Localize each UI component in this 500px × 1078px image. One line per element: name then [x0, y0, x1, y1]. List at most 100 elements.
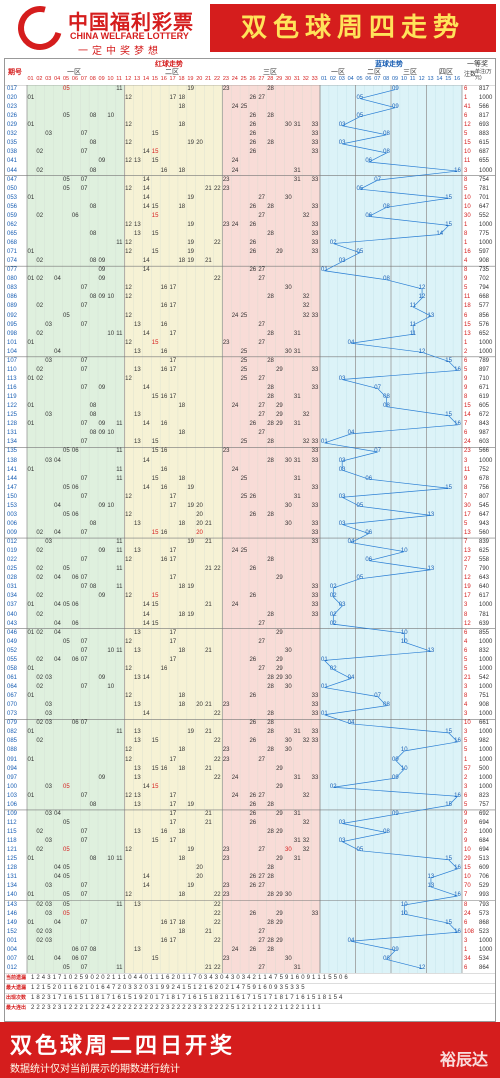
red-ball: 01: [27, 602, 35, 609]
red-ball: 13: [134, 792, 141, 799]
blue-number-header: 11: [409, 76, 416, 82]
blue-ball: 15: [445, 729, 452, 736]
period-number: 118: [7, 838, 17, 845]
red-ball: 30: [284, 684, 292, 691]
red-ball: 12: [125, 756, 132, 763]
winner-count: 6: [464, 792, 468, 799]
winner-count: 4: [464, 702, 468, 709]
period-number: 152: [7, 928, 18, 935]
red-ball: 26: [249, 720, 257, 727]
red-ball: 26: [249, 249, 257, 256]
table-row: 073 03 14 22 28 33 01 3 1000: [5, 710, 495, 719]
red-ball: 13: [134, 702, 141, 709]
red-ball: 01: [27, 892, 35, 899]
winner-count: 7: [464, 892, 468, 899]
table-row: 134 03 07 14 19 23 26 27 13 70 529: [5, 882, 495, 891]
blue-ball: 09: [392, 86, 399, 92]
period-number: 131: [7, 430, 18, 437]
red-ball: 30: [284, 502, 292, 509]
prize-amount: 566: [479, 104, 490, 111]
blue-ball: 01: [321, 439, 328, 446]
red-ball: 33: [311, 693, 319, 700]
red-ball: 28: [267, 330, 274, 337]
blue-ball: 05: [356, 502, 364, 509]
red-ball: 27: [258, 276, 266, 283]
period-number: 121: [7, 847, 18, 854]
blue-ball: 09: [392, 104, 399, 111]
red-ball: 20: [196, 530, 203, 536]
red-ball: 11: [116, 421, 123, 428]
header: 中国福利彩票 CHINA WELFARE LOTTERY 一定中奖梦想 双色球周…: [0, 0, 500, 59]
red-ball: 08: [89, 403, 97, 410]
red-ball: 19: [187, 140, 194, 147]
red-number-header: 06: [71, 76, 79, 82]
red-ball: 04: [54, 629, 61, 636]
blue-ball: 03: [338, 520, 346, 527]
period-number: 125: [7, 856, 18, 863]
winner-count: 13: [464, 548, 471, 555]
red-ball: 05: [63, 185, 70, 192]
period-number: 077: [7, 267, 18, 274]
winner-count: 5: [464, 738, 468, 745]
prize-amount: 534: [479, 955, 490, 962]
red-ball: 18: [178, 829, 186, 836]
red-ball: 20: [196, 511, 203, 518]
red-ball: 33: [311, 502, 319, 509]
red-ball: 12: [125, 375, 132, 382]
period-number: 092: [7, 312, 18, 319]
red-ball: 08: [89, 856, 97, 863]
red-ball: 26: [249, 656, 257, 663]
red-ball: 07: [80, 792, 88, 799]
red-ball: 23: [222, 176, 230, 183]
prize-amount: 523: [479, 928, 490, 935]
prize-amount: 710: [479, 375, 490, 382]
blue-ball: 06: [365, 530, 373, 536]
period-number: 135: [7, 448, 18, 455]
red-ball: 27: [258, 267, 266, 274]
red-ball: 08: [89, 203, 97, 210]
blue-ball: 10: [400, 910, 408, 917]
red-ball: 29: [276, 665, 283, 672]
prize-amount: 789: [479, 357, 490, 364]
red-ball: 26: [249, 140, 257, 147]
red-ball: 33: [311, 439, 319, 446]
table-row: 003 05 06 12 20 26 28 13 17 647: [5, 511, 495, 520]
prize-amount: 883: [479, 131, 490, 138]
blue-number-header: 04: [347, 76, 354, 82]
period-number: 025: [7, 566, 18, 573]
red-ball: 28: [267, 874, 274, 881]
period-number: 112: [7, 819, 17, 826]
red-ball: 19: [187, 484, 194, 491]
prize-amount: 993: [479, 892, 490, 899]
winner-count: 24: [464, 910, 471, 917]
blue-ball: 05: [356, 847, 364, 854]
red-ball: 26: [249, 421, 257, 428]
red-ball: 17: [169, 792, 177, 799]
red-ball: 01: [27, 403, 35, 410]
red-ball: 19: [187, 729, 194, 736]
period-number: 073: [7, 711, 18, 718]
table-row: 017 05 11 19 23 28 09 6 817: [5, 85, 495, 94]
blue-ball: 06: [365, 475, 373, 482]
blue-ball: 10: [400, 901, 408, 908]
red-ball: 15: [151, 475, 159, 482]
red-ball: 18: [178, 919, 186, 926]
red-ball: 07: [80, 303, 88, 310]
table-row: 113 01 02 12 25 27 03 9 710: [5, 375, 495, 384]
red-ball: 27: [258, 874, 266, 881]
table-row: 131 08 09 10 18 27 04 6 987: [5, 429, 495, 438]
red-ball: 33: [311, 484, 319, 491]
red-ball: 30: [284, 194, 292, 201]
prize-amount: 684: [479, 838, 490, 845]
red-ball: 21: [205, 539, 212, 546]
period-number: 149: [7, 919, 18, 926]
prize-amount: 1000: [479, 665, 493, 672]
stat-row-occurrences: 出现次数 1 8 2 3 1 7 1 6 1 5 1 1 8 1 7 1 6 1…: [5, 993, 495, 1002]
period-number: 017: [7, 86, 18, 92]
red-ball: 07: [80, 366, 88, 373]
period-number: 141: [7, 466, 18, 473]
red-ball: 31: [293, 394, 301, 401]
prize-amount: 1000: [479, 747, 493, 754]
table-row: 022 07 12 16 17 28 06 27 558: [5, 556, 495, 565]
red-ball: 26: [249, 566, 257, 573]
